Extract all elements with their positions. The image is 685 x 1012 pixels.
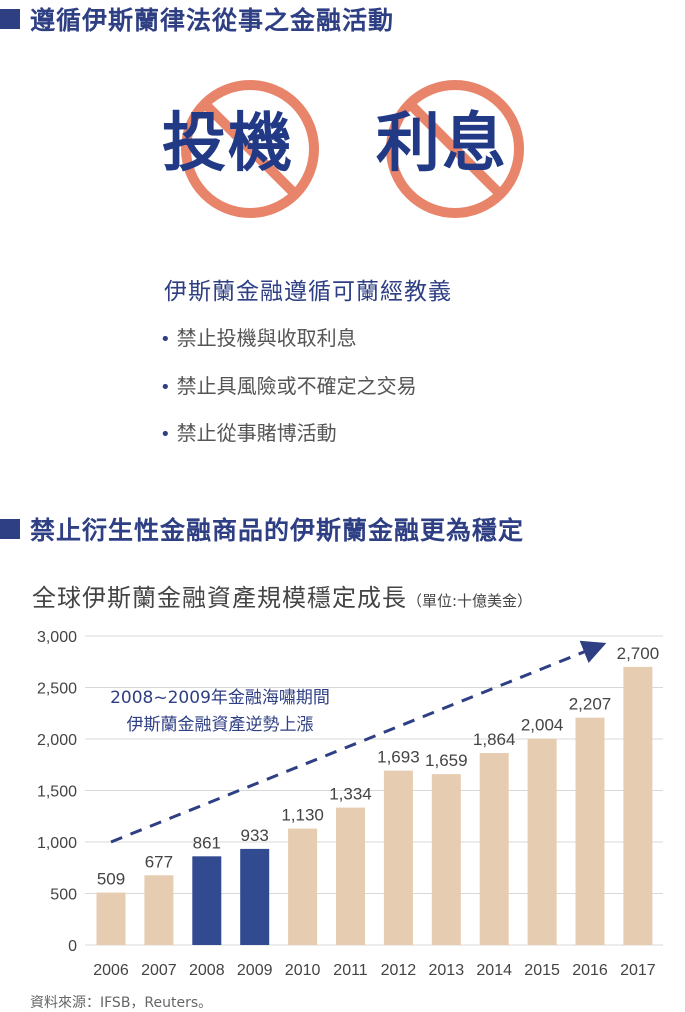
- prohibited-word-interest: 利息: [376, 107, 508, 181]
- section-marker-icon: [0, 9, 20, 29]
- annotation-line: 2008~2009年金融海嘯期間: [110, 688, 330, 708]
- bar: [192, 856, 222, 945]
- x-tick-label: 2015: [524, 962, 560, 979]
- data-label: 1,130: [281, 806, 324, 825]
- teaching-item: • 禁止具風險或不確定之交易: [160, 370, 417, 399]
- data-label: 509: [97, 870, 125, 889]
- bar: [527, 738, 557, 945]
- section-header-sharia: 遵循伊斯蘭律法從事之金融活動: [0, 1, 394, 37]
- teaching-item-text: 禁止投機與收取利息: [176, 326, 357, 350]
- section-header-stability: 禁止衍生性金融商品的伊斯蘭金融更為穩定: [0, 511, 524, 547]
- y-tick-label: 1,000: [37, 835, 77, 852]
- x-tick-label: 2009: [237, 962, 273, 979]
- y-tick-label: 0: [68, 938, 77, 955]
- section-marker-icon: [0, 519, 20, 539]
- data-label: 2,207: [569, 695, 612, 714]
- bar: [383, 770, 413, 945]
- y-tick-label: 2,000: [37, 732, 77, 749]
- bar: [96, 892, 126, 945]
- bullet-dot-icon: •: [160, 329, 171, 350]
- data-label: 2,004: [521, 716, 564, 735]
- chart-title: 全球伊斯蘭金融資產規模穩定成長（單位:十億美金）: [32, 578, 532, 613]
- data-label: 1,864: [473, 730, 516, 749]
- teachings-title: 伊斯蘭金融遵循可蘭經教義: [164, 279, 452, 305]
- data-label: 677: [145, 852, 173, 871]
- teaching-item: • 禁止投機與收取利息: [160, 322, 357, 351]
- y-tick-label: 3,000: [37, 629, 77, 646]
- bar: [144, 875, 174, 945]
- bullet-dot-icon: •: [160, 377, 171, 398]
- data-label: 861: [193, 833, 221, 852]
- data-label: 1,659: [425, 751, 468, 770]
- teaching-item: • 禁止從事賭博活動: [160, 417, 337, 446]
- x-tick-label: 2016: [572, 962, 608, 979]
- chart-title-unit: （單位:十億美金）: [407, 592, 533, 610]
- bar: [479, 753, 509, 945]
- chart-title-main: 全球伊斯蘭金融資產規模穩定成長: [32, 584, 407, 612]
- data-label: 933: [241, 826, 269, 845]
- bar: [240, 848, 270, 945]
- annotation-line: 伊斯蘭金融資產逆勢上漲: [127, 715, 314, 735]
- bar-chart: 0 500 1,000 1,500 2,000 2,500 3,000 509 2006 677 2…: [37, 629, 663, 979]
- bullet-dot-icon: •: [160, 424, 171, 445]
- data-label: 1,693: [377, 748, 420, 767]
- source-note: 資料來源：IFSB，Reuters。: [30, 995, 213, 1011]
- bar: [288, 828, 318, 945]
- x-tick-label: 2017: [620, 962, 656, 979]
- x-tick-label: 2006: [93, 962, 129, 979]
- x-tick-label: 2008: [189, 962, 225, 979]
- y-tick-label: 1,500: [37, 784, 77, 801]
- bar: [623, 666, 653, 945]
- prohibited-word-speculation: 投機: [162, 107, 294, 181]
- prohibited-icon: [181, 80, 319, 218]
- teaching-item-text: 禁止從事賭博活動: [176, 421, 337, 445]
- bar: [575, 717, 605, 945]
- x-tick-label: 2012: [381, 962, 417, 979]
- x-tick-label: 2013: [429, 962, 465, 979]
- x-tick-label: 2014: [476, 962, 512, 979]
- x-tick-label: 2007: [141, 962, 177, 979]
- data-label: 1,334: [329, 785, 372, 804]
- prohibited-icon: [386, 80, 524, 218]
- y-tick-label: 2,500: [37, 681, 77, 698]
- teaching-item-text: 禁止具風險或不確定之交易: [176, 374, 417, 398]
- trend-arrow: [110, 640, 607, 844]
- section-title: 遵循伊斯蘭律法從事之金融活動: [30, 6, 395, 35]
- x-tick-label: 2010: [285, 962, 321, 979]
- y-tick-label: 500: [50, 887, 77, 904]
- section-title: 禁止衍生性金融商品的伊斯蘭金融更為穩定: [30, 516, 525, 545]
- data-label: 2,700: [617, 644, 660, 663]
- bar: [336, 807, 365, 945]
- bar: [431, 774, 461, 945]
- x-tick-label: 2011: [333, 962, 368, 979]
